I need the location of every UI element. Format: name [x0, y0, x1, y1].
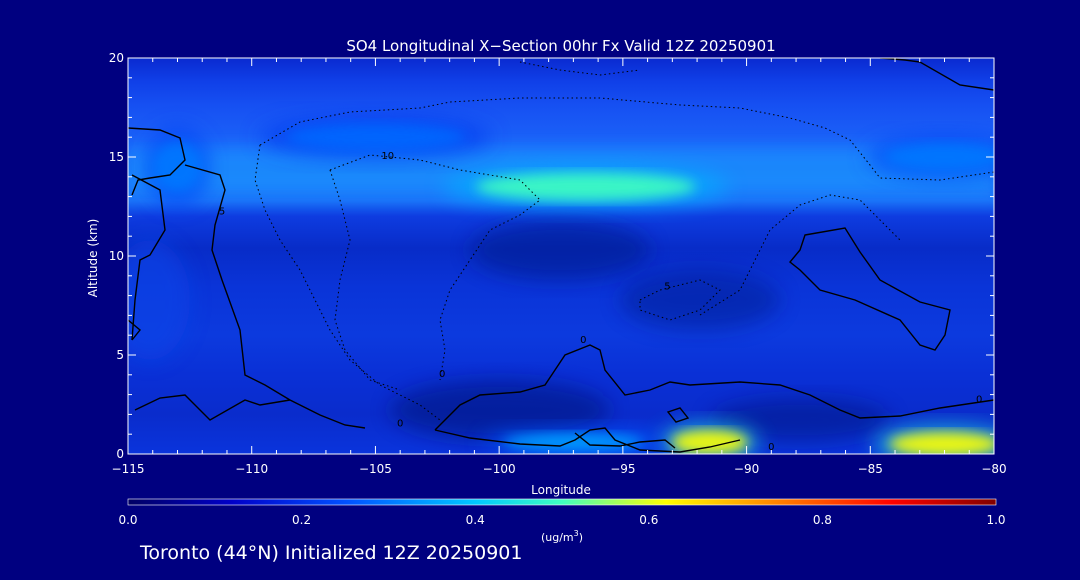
y-axis-label: Altitude (km): [86, 219, 100, 298]
contour-line: [128, 319, 141, 341]
contour-label: 0: [397, 418, 403, 429]
dotted-contour: [699, 194, 901, 316]
y-tick-label: 20: [109, 51, 124, 65]
colorbar-unit-label: (ug/m3): [541, 529, 583, 544]
dark-region: [620, 270, 780, 330]
colorbar-tick-label: 0.4: [466, 513, 485, 527]
dotted-contours: [254, 61, 994, 421]
dotted-contour: [639, 279, 721, 321]
x-axis: −115 −110 −105 −100 −95 −90 −85 −80: [112, 58, 1007, 476]
dark-region: [390, 380, 610, 440]
contour-label: 0: [439, 369, 445, 380]
colorbar-ticks: 0.0 0.2 0.4 0.6 0.8 1.0: [118, 513, 1005, 527]
colorbar-tick-label: 0.6: [639, 513, 658, 527]
contour-line: [666, 407, 690, 423]
contour-label: 0: [768, 442, 774, 453]
chart-title: SO4 Longitudinal X−Section 00hr Fx Valid…: [346, 37, 775, 55]
dotted-contour: [329, 154, 541, 381]
x-tick-label: −105: [359, 462, 392, 476]
contour-lines: [128, 58, 994, 453]
y-axis: 0 5 10 15 20: [109, 51, 994, 461]
x-tick-label: −80: [981, 462, 1006, 476]
feature-blob: [475, 172, 696, 201]
dotted-contour: [254, 144, 441, 421]
colorbar-tick-label: 0.0: [118, 513, 137, 527]
unit-text: (ug/m: [541, 531, 574, 544]
contour-line: [434, 427, 741, 453]
x-tick-label: −115: [112, 462, 145, 476]
feature-blob: [503, 433, 644, 452]
x-tick-label: −90: [734, 462, 759, 476]
colorbar-tick-label: 0.2: [292, 513, 311, 527]
x-tick-label: −110: [235, 462, 268, 476]
colorbar: [127, 498, 997, 506]
contour-label: 5: [219, 206, 225, 217]
dark-region: [470, 220, 650, 280]
y-tick-label: 15: [109, 150, 124, 164]
contour-label: 0: [976, 395, 982, 406]
contour-line: [789, 227, 951, 351]
contour-label: 10: [381, 151, 394, 162]
light-region: [128, 240, 190, 360]
feature-blob: [889, 432, 994, 454]
feature-blob: [285, 123, 466, 152]
y-tick-label: 5: [116, 348, 124, 362]
contour-line: [574, 432, 676, 449]
colorbar-tick-label: 1.0: [986, 513, 1005, 527]
unit-superscript: 3: [574, 529, 579, 538]
x-axis-label: Longitude: [531, 483, 591, 497]
feature-blob: [884, 143, 994, 171]
dotted-contour: [259, 97, 994, 181]
y-tick-label: 0: [116, 447, 124, 461]
colorbar-tick-label: 0.8: [813, 513, 832, 527]
contour-line: [131, 174, 166, 341]
contour-line: [134, 394, 291, 421]
feature-blob: [671, 430, 748, 454]
plot-area: 10 5 5 0 0 0 0 0: [128, 58, 994, 454]
contour-labels: 10 5 5 0 0 0 0 0: [219, 151, 983, 453]
contour-line: [184, 164, 366, 429]
contour-label: 5: [664, 282, 670, 293]
x-tick-label: −85: [858, 462, 883, 476]
x-tick-label: −95: [610, 462, 635, 476]
unit-close: ): [579, 531, 583, 544]
x-tick-label: −100: [483, 462, 516, 476]
contour-label: 0: [580, 335, 586, 346]
footer-text: Toronto (44°N) Initialized 12Z 20250901: [140, 542, 523, 564]
dark-region: [710, 398, 890, 442]
features-layer: [144, 114, 994, 454]
contour-line: [434, 344, 994, 431]
y-tick-label: 10: [109, 249, 124, 263]
